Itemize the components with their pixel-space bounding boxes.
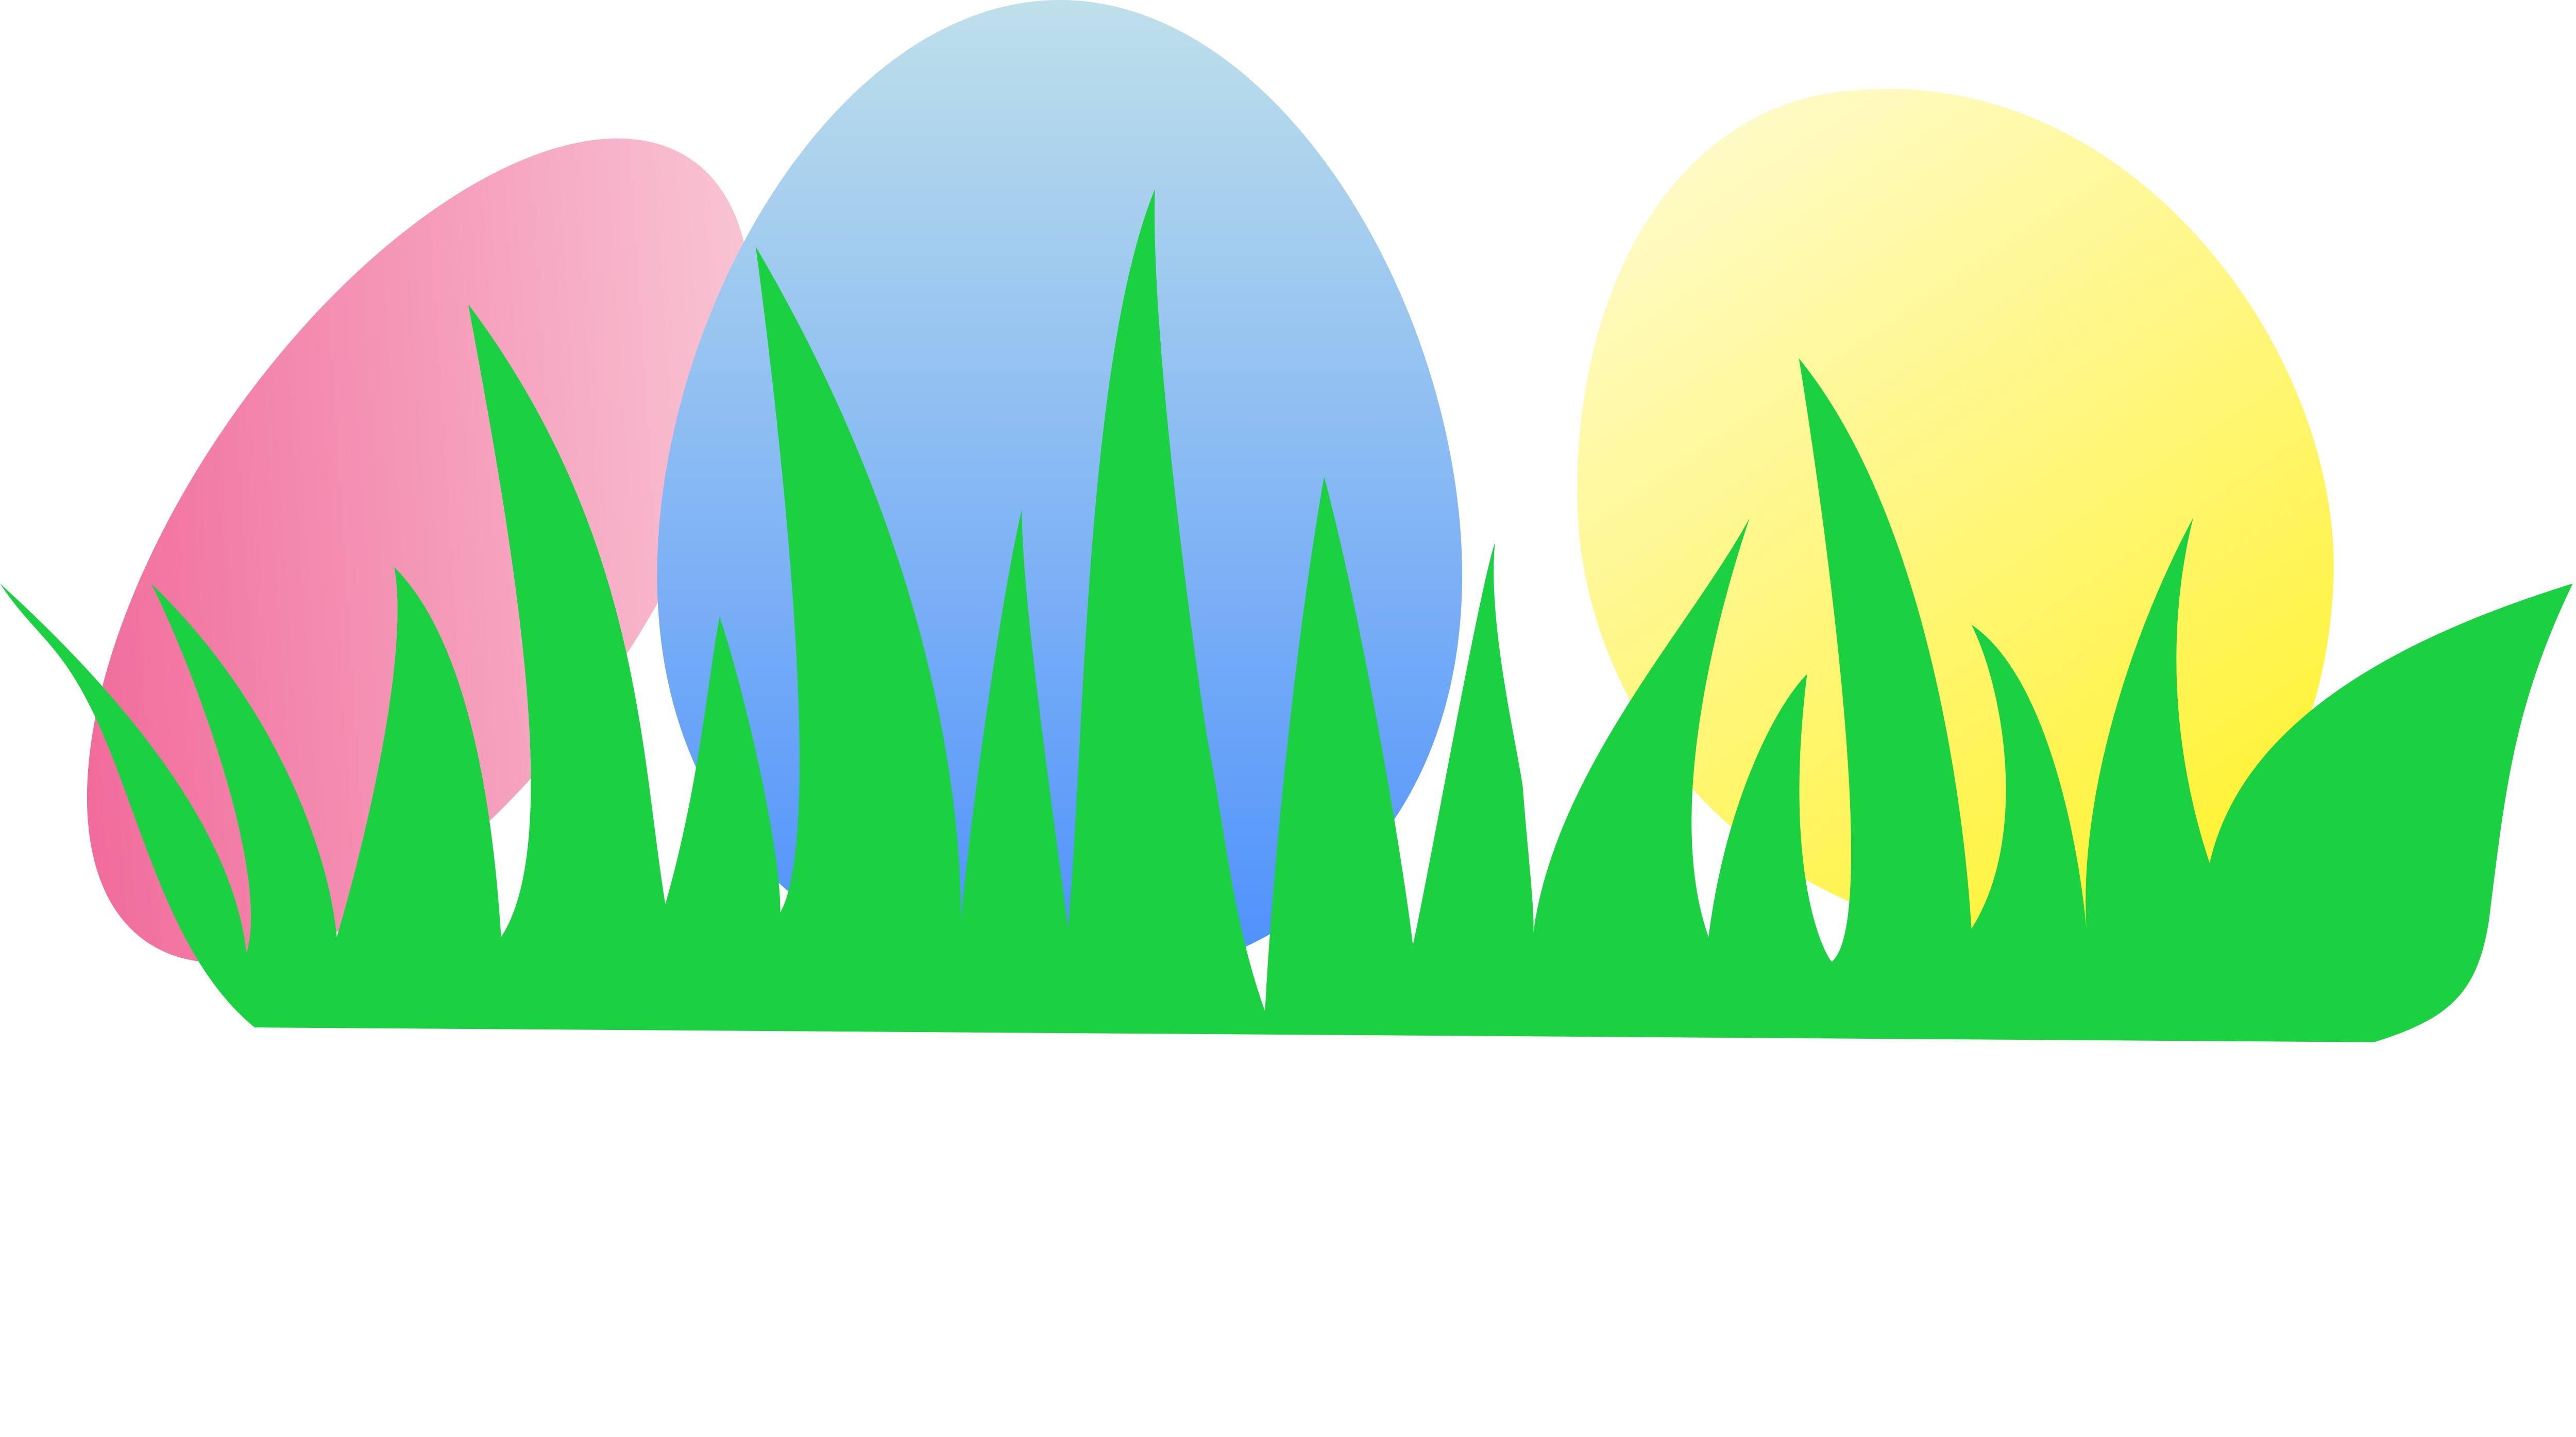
easter-eggs-illustration xyxy=(0,0,2573,1042)
grass xyxy=(0,189,2573,1042)
